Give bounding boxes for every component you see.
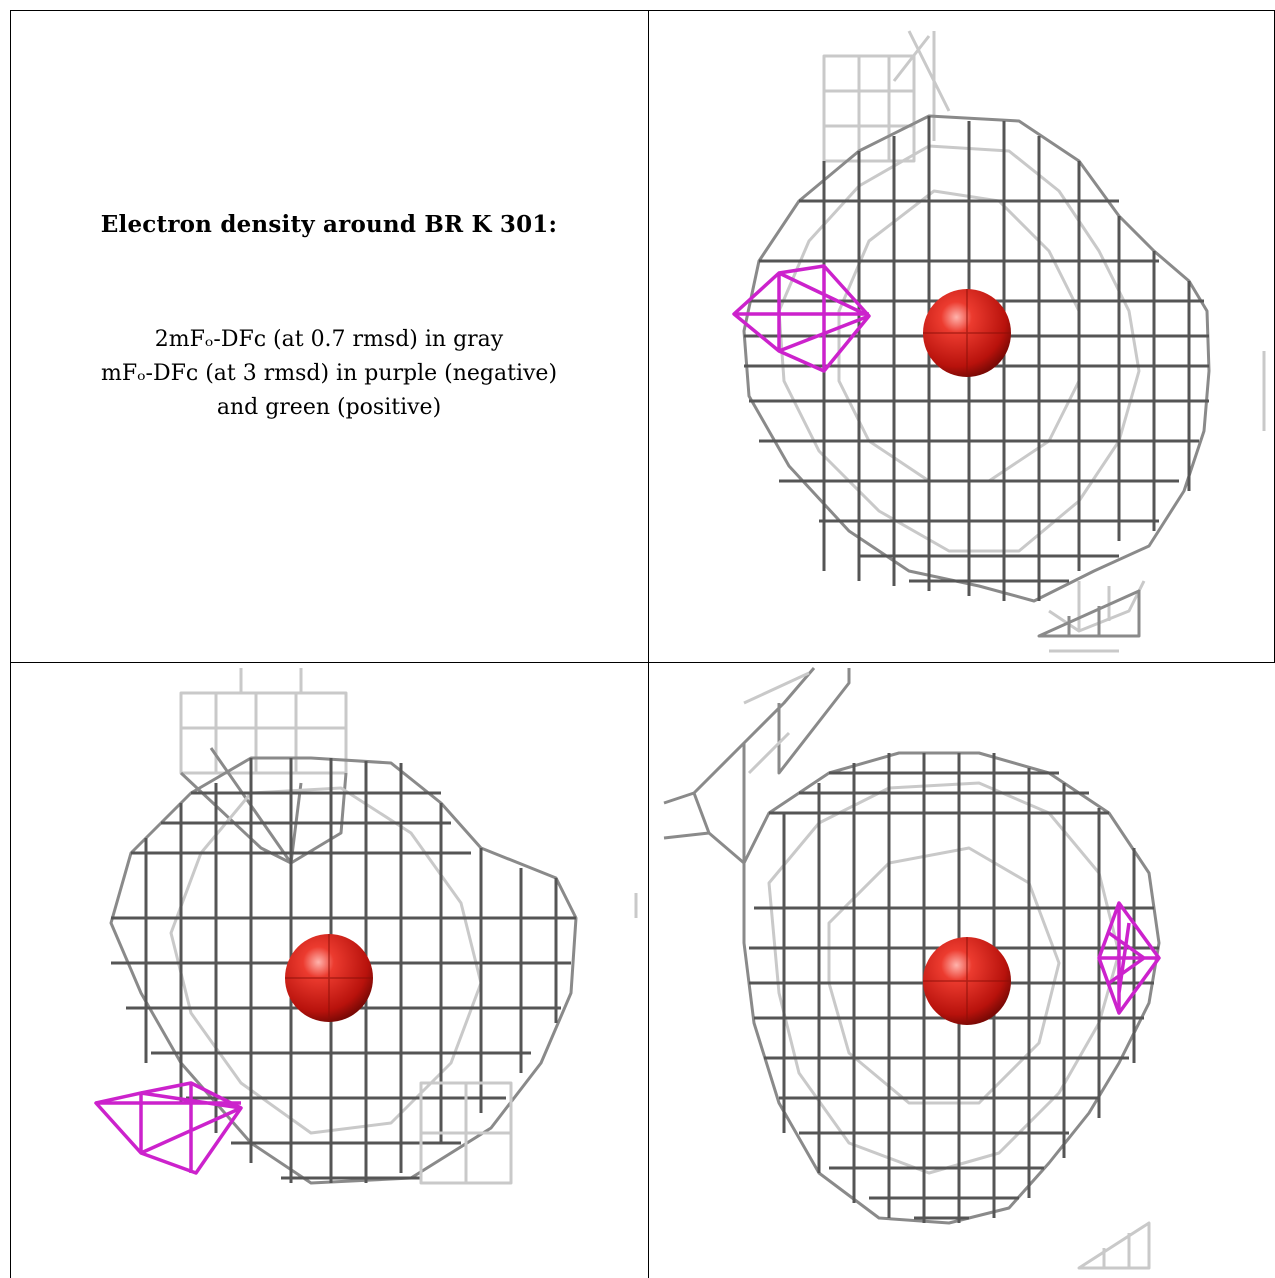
caption-title: Electron density around BR K 301: [100, 211, 558, 238]
gray-mesh-top [822, 30, 951, 163]
caption-lines: 2mFₒ-DFᴄ (at 0.7 rmsd) in gray mFₒ-DFᴄ (… [11, 323, 647, 425]
figure-grid: Electron density around BR K 301: 2mFₒ-D… [10, 10, 1275, 1278]
caption-panel: Electron density around BR K 301: 2mFₒ-D… [10, 10, 648, 662]
caption-line-1: 2mFₒ-DFᴄ (at 0.7 rmsd) in gray [154, 327, 504, 352]
density-view-3-drawing [663, 667, 1161, 1270]
density-view-2 [10, 662, 648, 1278]
caption-line-2: mFₒ-DFᴄ (at 3 rmsd) in purple (negative) [100, 361, 558, 386]
atom-sphere-3 [923, 937, 1011, 1025]
gray-mesh-left [663, 667, 851, 865]
gray-mesh [742, 114, 1266, 653]
gray-mesh-top [179, 668, 348, 865]
purple-mesh [1097, 901, 1161, 1015]
caption-line-3: and green (positive) [216, 395, 442, 420]
density-view-1-drawing [732, 30, 1266, 653]
density-view-1 [648, 10, 1275, 662]
atom-sphere-2 [285, 934, 373, 1022]
density-view-2-drawing [94, 668, 638, 1185]
purple-mesh [94, 1081, 243, 1175]
atom-sphere-1 [923, 289, 1011, 377]
density-view-3 [648, 662, 1275, 1278]
purple-mesh [732, 264, 871, 373]
